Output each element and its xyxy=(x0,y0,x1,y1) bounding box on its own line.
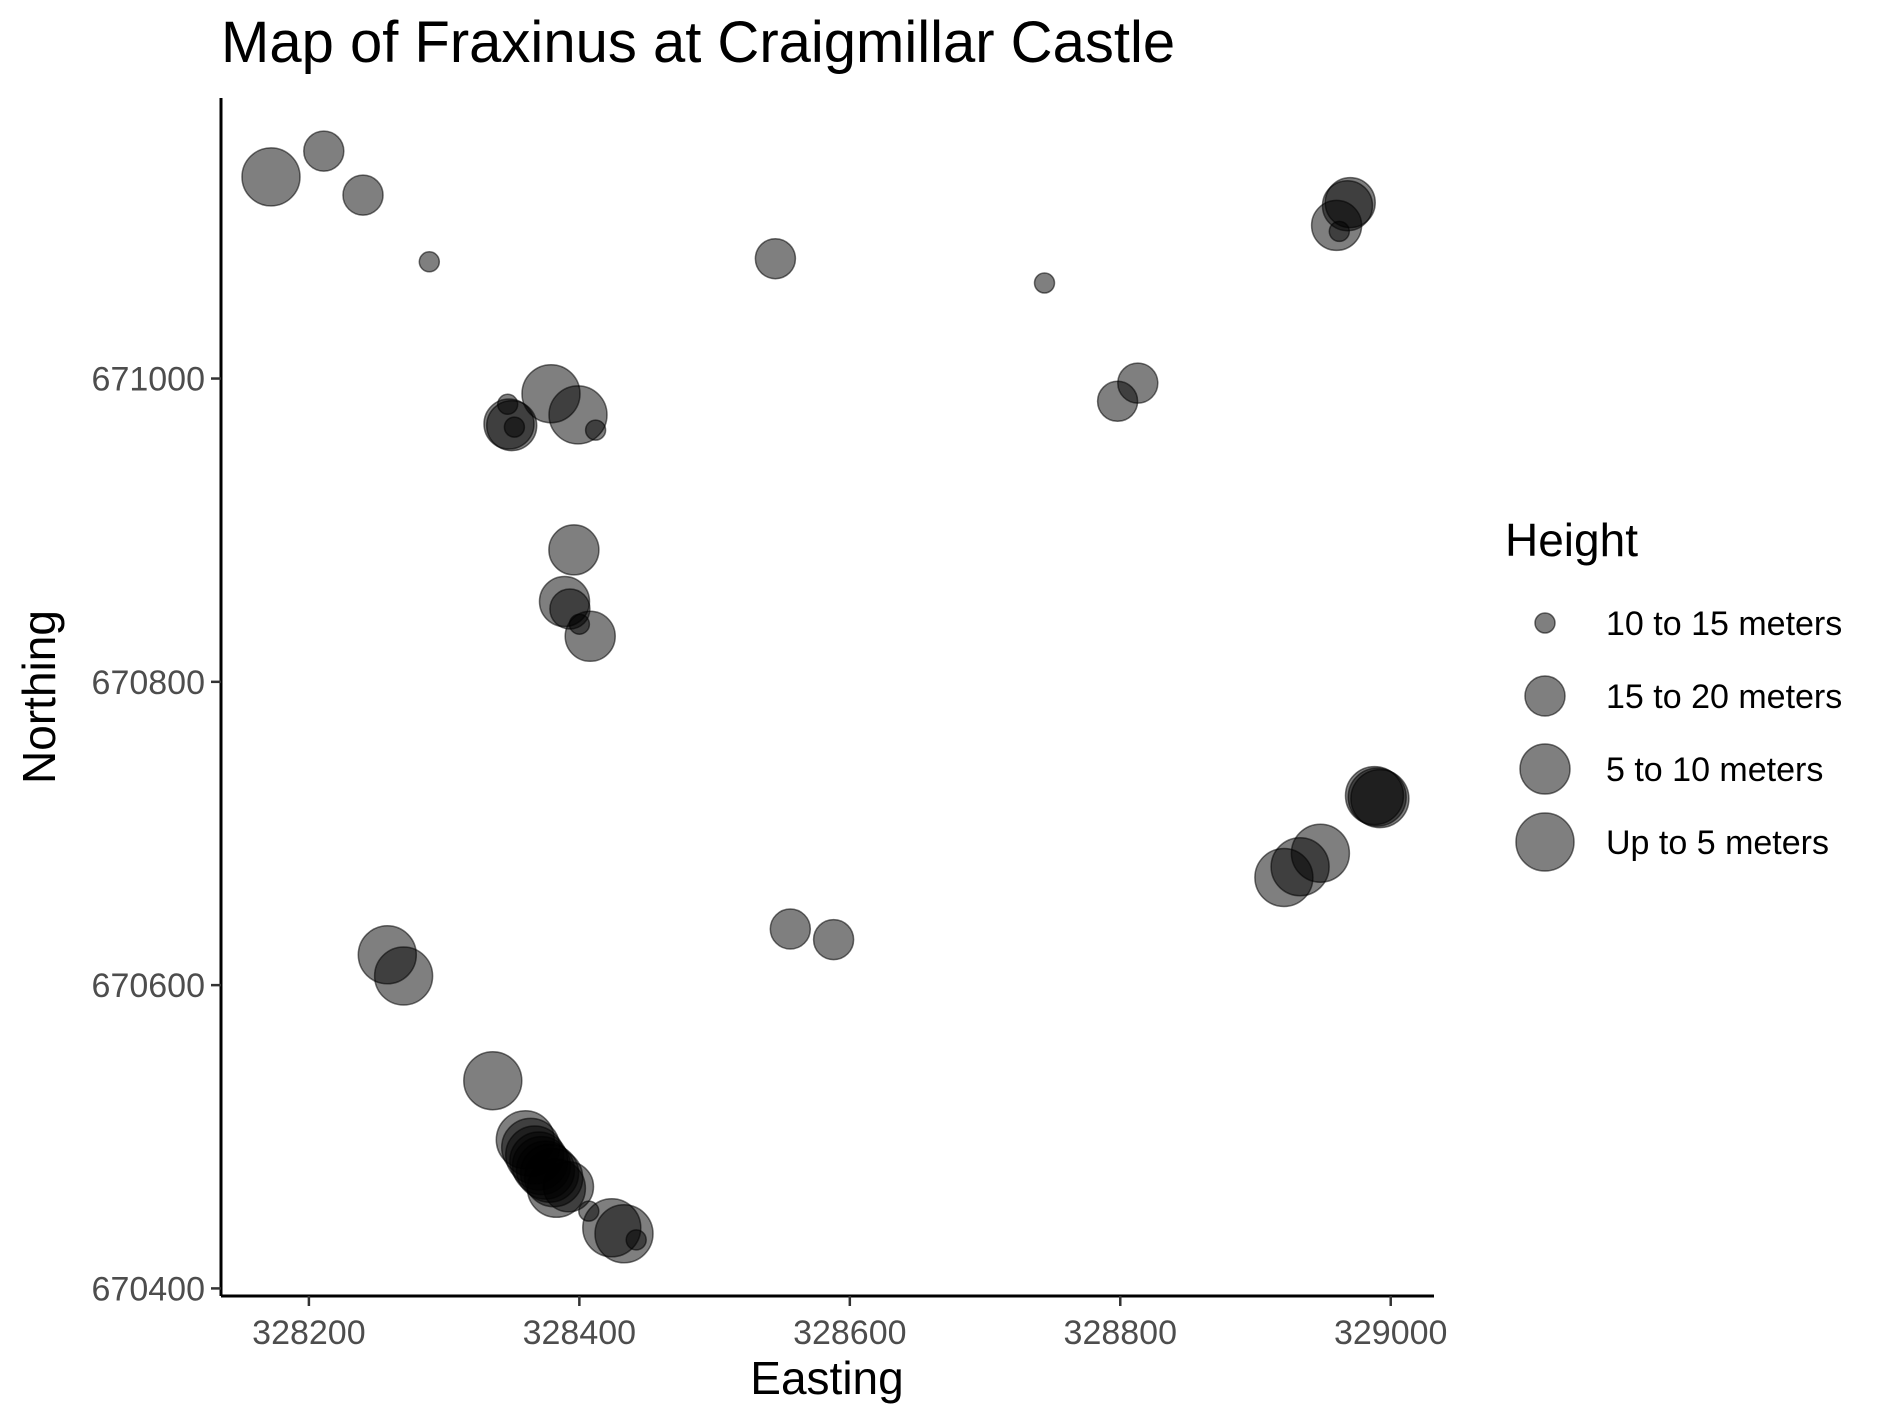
y-tick-label: 671000 xyxy=(92,361,205,399)
legend-title: Height xyxy=(1505,514,1638,566)
data-point xyxy=(1328,220,1351,243)
y-tick-label: 670600 xyxy=(92,967,205,1005)
legend-key xyxy=(1519,743,1571,795)
legend-key xyxy=(1534,612,1556,634)
points-layer xyxy=(241,130,1410,1264)
y-tick-label: 670800 xyxy=(92,664,205,702)
legend-label: Up to 5 meters xyxy=(1606,824,1829,862)
data-point xyxy=(373,946,434,1006)
x-tick-label: 329000 xyxy=(1334,1314,1447,1352)
data-point xyxy=(1350,768,1410,829)
data-point xyxy=(542,1161,595,1213)
data-point xyxy=(754,237,797,280)
legend: Height 10 to 15 meters 15 to 20 meters 5 t… xyxy=(1505,514,1842,872)
data-point xyxy=(1254,847,1314,908)
legend-key xyxy=(1524,675,1566,717)
data-point xyxy=(769,908,812,950)
chart-title: Map of Fraxinus at Craigmillar Castle xyxy=(221,10,1175,75)
legend-entries: 10 to 15 meters 15 to 20 meters 5 to 10 me… xyxy=(1515,605,1842,872)
data-point xyxy=(564,610,616,663)
x-tick-label: 328400 xyxy=(523,1314,636,1352)
legend-key xyxy=(1515,812,1575,872)
data-point xyxy=(584,419,607,441)
y-ticks: 670400 670600 670800 671000 xyxy=(92,361,221,1308)
x-ticks: 328200 328400 328600 328800 329000 xyxy=(252,1296,1447,1352)
data-point xyxy=(625,1229,647,1251)
data-point xyxy=(503,416,526,438)
data-point xyxy=(1117,362,1159,404)
legend-label: 15 to 20 meters xyxy=(1606,678,1842,716)
x-axis-title: Easting xyxy=(750,1352,903,1404)
data-point xyxy=(241,147,301,207)
data-point xyxy=(1324,176,1376,229)
legend-label: 10 to 15 meters xyxy=(1606,605,1842,643)
data-point xyxy=(812,918,855,961)
data-point xyxy=(548,524,600,576)
x-tick-label: 328600 xyxy=(793,1314,906,1352)
data-point xyxy=(303,130,345,172)
y-tick-label: 670400 xyxy=(92,1270,205,1308)
data-point xyxy=(463,1050,523,1111)
y-axis-title: Northing xyxy=(13,610,65,784)
x-tick-label: 328200 xyxy=(252,1314,365,1352)
data-point xyxy=(342,174,384,216)
data-point xyxy=(418,251,441,273)
data-point xyxy=(1033,272,1056,294)
legend-label: 5 to 10 meters xyxy=(1606,751,1823,789)
x-tick-label: 328800 xyxy=(1064,1314,1177,1352)
